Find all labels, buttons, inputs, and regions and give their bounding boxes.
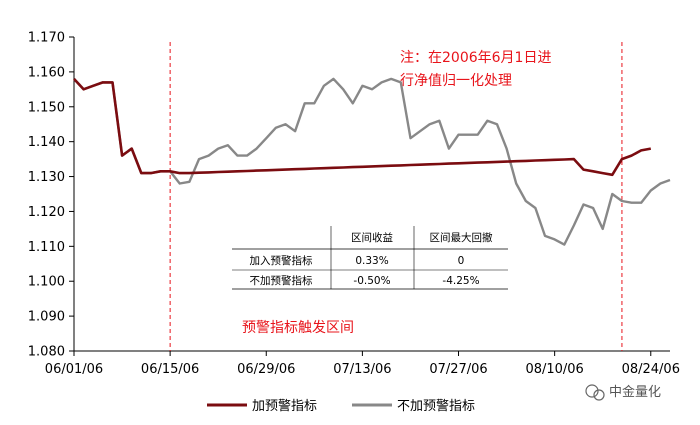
series-line-with-warning — [73, 78, 652, 177]
wechat-icon — [593, 389, 605, 401]
table-cell-drawdown: 0 — [458, 255, 465, 267]
x-tick-label: 07/13/06 — [333, 362, 391, 377]
table-header-return: 区间收益 — [351, 231, 393, 244]
x-tick-label: 06/01/06 — [45, 362, 103, 377]
x-ticks: 06/01/06 06/15/06 06/29/06 07/13/06 07/27/06… — [45, 351, 680, 377]
y-tick-label: 1.160 — [28, 65, 65, 80]
trigger-interval-label: 预警指标触发区间 — [242, 320, 354, 336]
trigger-vertical-lines — [169, 42, 623, 351]
table-cell-drawdown: -4.25% — [442, 275, 479, 287]
y-tick-label: 1.130 — [28, 170, 65, 185]
series-lines — [73, 77, 671, 246]
y-tick-label: 1.120 — [28, 205, 65, 220]
legend: 加预警指标 不加预警指标 — [207, 398, 475, 414]
x-tick-label: 06/29/06 — [237, 362, 295, 377]
note-line-1: 注：在2006年6月1日进 — [400, 50, 551, 66]
y-tick-label: 1.140 — [28, 135, 65, 150]
series-line-without-warning — [73, 77, 671, 246]
y-tick-label: 1.080 — [28, 345, 65, 360]
x-tick-label: 08/10/06 — [525, 362, 583, 377]
wechat-icon — [585, 384, 599, 398]
legend-label-with-warning: 加预警指标 — [252, 398, 317, 414]
table-row-label: 不加预警指标 — [250, 274, 313, 287]
x-tick-label: 08/24/06 — [622, 362, 680, 377]
legend-label-without-warning: 不加预警指标 — [397, 398, 475, 414]
table-cell-return: 0.33% — [355, 255, 388, 267]
chart-axes — [73, 37, 670, 352]
y-tick-label: 1.150 — [28, 100, 65, 115]
y-ticks: 1.080 1.090 1.100 1.110 1.120 1.130 1.140 1.150… — [28, 31, 74, 360]
note-line-2: 行净值归一化处理 — [400, 72, 512, 89]
watermark: 中金量化 — [585, 384, 661, 401]
table-cell-return: -0.50% — [353, 275, 390, 287]
y-tick-label: 1.110 — [28, 240, 65, 255]
x-tick-label: 07/27/06 — [429, 362, 487, 377]
y-tick-label: 1.170 — [28, 31, 65, 46]
table-header-drawdown: 区间最大回撤 — [430, 231, 493, 244]
watermark-text: 中金量化 — [609, 384, 661, 400]
stats-table: 区间收益 区间最大回撤 加入预警指标 0.33% 0 不加预警指标 -0.50%… — [232, 226, 508, 290]
x-tick-label: 06/15/06 — [141, 362, 199, 377]
y-tick-label: 1.100 — [28, 275, 65, 290]
table-row-label: 加入预警指标 — [250, 254, 313, 267]
y-tick-label: 1.090 — [28, 310, 65, 325]
